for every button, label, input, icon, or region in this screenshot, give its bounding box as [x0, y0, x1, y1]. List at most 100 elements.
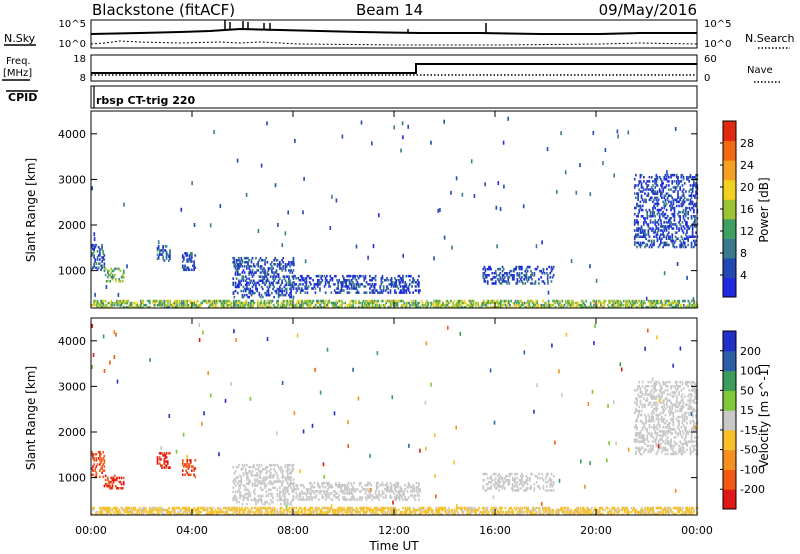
echo-cell [301, 301, 303, 305]
echo-cell [681, 243, 684, 247]
echo-cell [343, 484, 345, 487]
echo-cell [242, 279, 245, 282]
echo-cell [368, 305, 370, 309]
echo-cell [310, 277, 312, 280]
echo-cell [500, 278, 503, 281]
echo-cell [637, 221, 639, 224]
echo-cell [681, 200, 684, 204]
echo-cell [502, 278, 505, 281]
echo-cell [339, 305, 342, 309]
cpid-program: rbsp CT-trig 220 [96, 94, 196, 107]
echo-cell [236, 269, 239, 272]
echo-cell [324, 279, 327, 282]
echo-cell [435, 301, 437, 305]
echo-cell [160, 299, 162, 303]
echo-cell [647, 239, 650, 243]
echo-cell [623, 510, 626, 514]
echo-cell [206, 506, 209, 510]
echo-cell [672, 173, 675, 177]
echo-cell [107, 484, 109, 488]
echo-cell [680, 508, 683, 512]
echo-cell [106, 305, 109, 309]
echo-cell [431, 508, 434, 512]
echo-cell [356, 510, 359, 514]
echo-cell [683, 299, 685, 303]
echo-cell [618, 508, 620, 512]
echo-cell [260, 463, 263, 467]
echo-cell [308, 299, 310, 303]
echo-cell [267, 512, 269, 516]
echo-cell [209, 506, 211, 510]
echo-cell [518, 301, 520, 305]
echo-cell [647, 506, 650, 510]
echo-cell [99, 510, 101, 514]
echo-cell [319, 508, 322, 512]
y-tick-label: 1000 [58, 265, 86, 278]
echo-cell [322, 512, 325, 516]
echo-cell [482, 276, 485, 279]
echo-cell [156, 458, 159, 461]
echo-cell [256, 508, 259, 512]
echo-cell [505, 280, 507, 283]
echo-cell [181, 506, 184, 510]
echo-cell [664, 194, 667, 197]
echo-cell [272, 500, 274, 504]
echo-cell [350, 283, 353, 286]
echo-cell [247, 256, 249, 260]
echo-cell [173, 305, 176, 309]
echo-cell [601, 305, 603, 309]
echo-cell [644, 512, 647, 516]
echo-cell [118, 277, 121, 281]
echo-cell [309, 303, 311, 307]
echo-cell [684, 510, 686, 514]
echo-cell [168, 305, 170, 309]
echo-cell [331, 498, 334, 501]
echo-cell [680, 245, 683, 249]
echo-cell [673, 219, 676, 222]
colorbar-tick-label: 12 [740, 225, 754, 238]
echo-cell [450, 305, 452, 309]
echo-cell [290, 269, 292, 272]
echo-cell [395, 281, 397, 284]
echo-cell [193, 473, 195, 476]
echo-cell [236, 283, 239, 287]
echo-cell [319, 281, 321, 284]
echo-cell [355, 291, 358, 294]
echo-cell [430, 510, 433, 514]
echo-cell [93, 301, 95, 305]
echo-cell [664, 299, 667, 303]
echo-cell [260, 301, 262, 305]
echo-cell [395, 301, 398, 305]
echo-cell [494, 506, 497, 510]
echo-cell [340, 287, 343, 290]
echo-cell [168, 466, 170, 469]
echo-cell [284, 492, 287, 496]
echo-cell [240, 482, 243, 485]
echo-cell [423, 303, 426, 307]
echo-cell [109, 487, 111, 490]
echo-cell [108, 480, 110, 484]
echo-cell [284, 502, 287, 506]
echo-cell [665, 299, 668, 303]
echo-cell [382, 289, 385, 292]
echo-cell [521, 506, 524, 510]
echo-cell [427, 303, 429, 307]
echo-cell [405, 283, 408, 286]
echo-cell [463, 305, 466, 309]
echo-cell [151, 510, 153, 514]
echo-cell [691, 202, 694, 206]
echo-cell [251, 466, 254, 469]
echo-cell [129, 305, 132, 309]
echo-cell [602, 512, 604, 516]
echo-cell [511, 274, 514, 277]
echo-cell [198, 305, 201, 309]
echo-cell [483, 280, 486, 283]
echo-cell [438, 508, 441, 512]
echo-cell [303, 486, 305, 489]
echo-cell [291, 512, 293, 516]
echo-cell [689, 208, 692, 212]
echo-cell [265, 275, 268, 278]
echo-cell [661, 186, 663, 189]
echo-cell [363, 291, 366, 294]
echo-cell [156, 456, 159, 459]
